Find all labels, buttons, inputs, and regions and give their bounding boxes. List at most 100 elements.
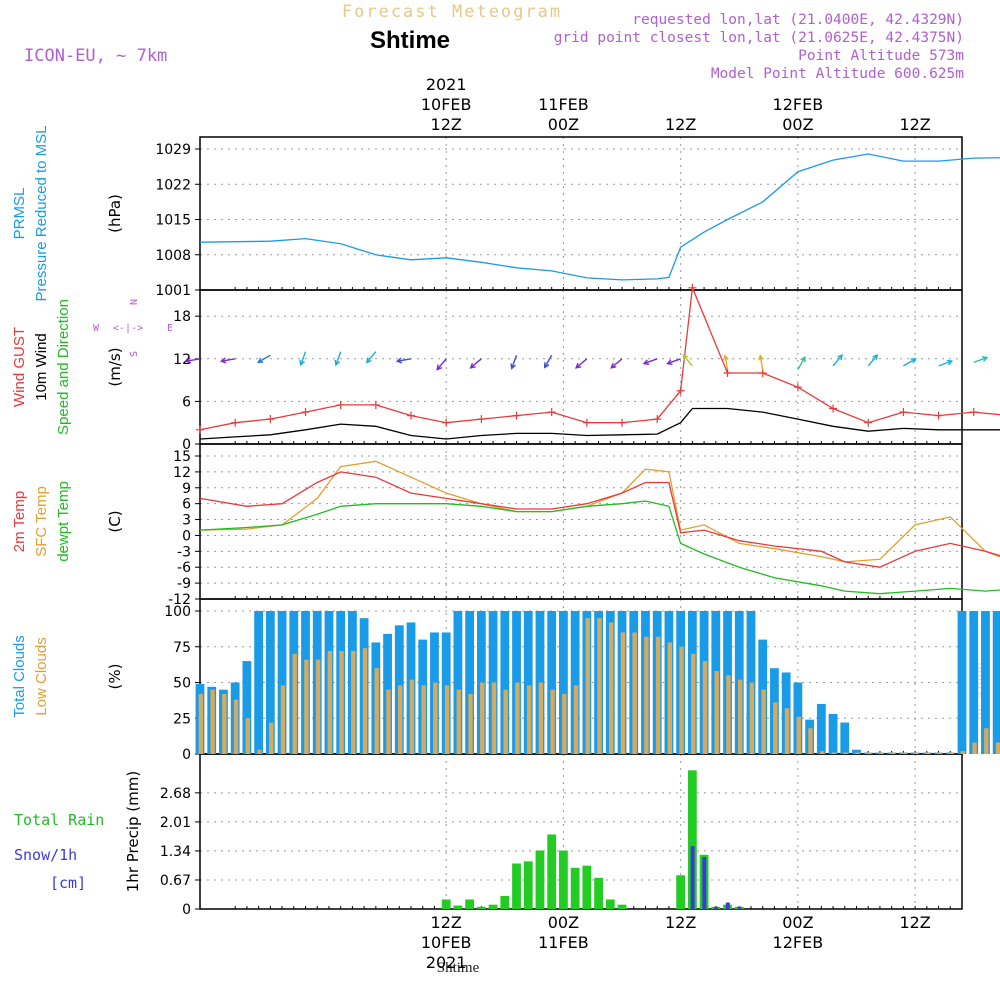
total-cloud-bar	[981, 611, 990, 754]
low-cloud-bar	[409, 679, 415, 754]
y-tick-label: 6	[182, 497, 191, 513]
total-cloud-bar	[465, 611, 475, 754]
panel-frame-pressure	[199, 136, 963, 291]
low-cloud-bar	[761, 689, 766, 754]
wind-direction-arrow	[610, 358, 623, 369]
rain-bar	[559, 850, 568, 909]
y-tick-label: 18	[173, 309, 191, 325]
wind-arrow-head	[334, 359, 341, 367]
y-tick-label: -6	[177, 560, 191, 576]
location-title: Shtime	[370, 27, 450, 54]
gust-marker	[407, 411, 416, 420]
low-cloud-bar	[878, 752, 884, 754]
gust-marker	[899, 408, 908, 417]
y-tick-label: 3	[182, 513, 191, 529]
panel-unit: (C)	[106, 510, 124, 532]
rain-bar	[535, 850, 545, 909]
pressure-line	[199, 153, 1000, 281]
snow-bar	[714, 906, 719, 909]
panel-label: 2m Temp	[11, 491, 28, 552]
grid-coords: grid point closest lon,lat (21.0625E, 42…	[554, 30, 964, 46]
t2m-temp-line	[199, 471, 1000, 568]
wind-direction-arrow	[221, 358, 236, 362]
low-cloud-bar	[550, 689, 555, 754]
low-cloud-bar	[245, 718, 250, 754]
y-tick-label: -9	[177, 576, 191, 592]
wind-arrow-head	[682, 354, 689, 361]
low-cloud-bar	[304, 659, 309, 754]
panel-label: Snow/1h	[14, 846, 77, 864]
wind-direction-arrow	[186, 358, 201, 362]
compass-east: E	[167, 323, 173, 334]
panel-label: PRMSL	[11, 188, 28, 240]
low-cloud-bar	[233, 699, 239, 754]
low-cloud-bar	[421, 685, 426, 754]
total-cloud-bar	[500, 611, 510, 754]
wind-direction-arrow	[544, 354, 553, 368]
rain-bar	[582, 865, 592, 909]
low-cloud-bar	[784, 708, 790, 754]
rain-bar	[547, 834, 557, 909]
wind-direction-arrow	[366, 351, 377, 363]
time-label-top: 10FEB	[421, 95, 472, 114]
total-cloud-bar	[840, 722, 850, 754]
time-label-top: 12FEB	[773, 95, 824, 114]
gust-marker	[723, 369, 732, 377]
panel-label: Low Clouds	[33, 637, 50, 715]
wind-arrow-head	[837, 354, 843, 361]
y-tick-label: -12	[168, 592, 191, 608]
compass-north: N	[129, 299, 140, 305]
panel-label: Wind GUST	[11, 327, 28, 407]
y-tick-label: 75	[173, 640, 191, 656]
wind-direction-arrow	[436, 358, 447, 370]
low-cloud-bar	[667, 642, 673, 754]
snow-bar	[702, 857, 707, 909]
wind-direction-arrow	[643, 358, 658, 365]
rain-bar	[523, 861, 533, 909]
gust-marker	[477, 415, 486, 424]
y-tick-label: 0	[182, 528, 191, 544]
gust-marker	[864, 418, 873, 427]
snow-bar	[737, 906, 742, 909]
low-cloud-bar	[526, 685, 532, 754]
time-label-top: 00Z	[782, 115, 813, 134]
y-tick-label: 0.67	[160, 873, 191, 889]
total-cloud-bar	[523, 611, 533, 754]
low-cloud-bar	[480, 682, 485, 754]
gust-marker	[371, 400, 380, 409]
total-cloud-bar	[265, 611, 275, 754]
rain-bar	[441, 899, 451, 909]
panel-label: Pressure Reduced to MSL	[33, 126, 50, 302]
time-label-top: 11FEB	[538, 95, 589, 114]
panel-label: [cm]	[50, 874, 86, 892]
gust-marker	[512, 411, 521, 420]
low-cloud-bar	[468, 693, 473, 754]
rain-bar	[594, 877, 603, 909]
y-tick-label: 1001	[155, 283, 191, 299]
low-cloud-bar	[796, 716, 801, 754]
wind-direction-arrow	[397, 358, 412, 362]
wind-direction-arrow	[300, 351, 307, 366]
y-tick-label: 0	[182, 747, 191, 763]
gust-marker	[231, 418, 240, 427]
low-cloud-bar	[691, 653, 696, 754]
rain-bar	[453, 905, 463, 909]
low-cloud-bar	[491, 682, 497, 754]
wind-arrow-head	[299, 359, 305, 367]
panel-frame-temp	[199, 443, 963, 600]
low-cloud-bar	[902, 752, 907, 754]
rain-bar	[465, 899, 475, 909]
y-tick-label: -3	[177, 544, 191, 560]
y-tick-label: 100	[164, 604, 191, 620]
low-cloud-bar	[210, 689, 215, 754]
total-cloud-bar	[816, 703, 826, 754]
low-cloud-bar	[538, 682, 544, 754]
wind-direction-arrow	[867, 354, 878, 367]
wind-direction-arrow	[759, 355, 764, 370]
y-tick-label: 1022	[155, 177, 191, 193]
wind-arrow-head	[365, 357, 372, 364]
wind-arrow-head	[610, 362, 617, 369]
gust-marker	[829, 404, 838, 413]
low-cloud-bar	[292, 653, 297, 754]
low-cloud-bar	[855, 752, 860, 754]
